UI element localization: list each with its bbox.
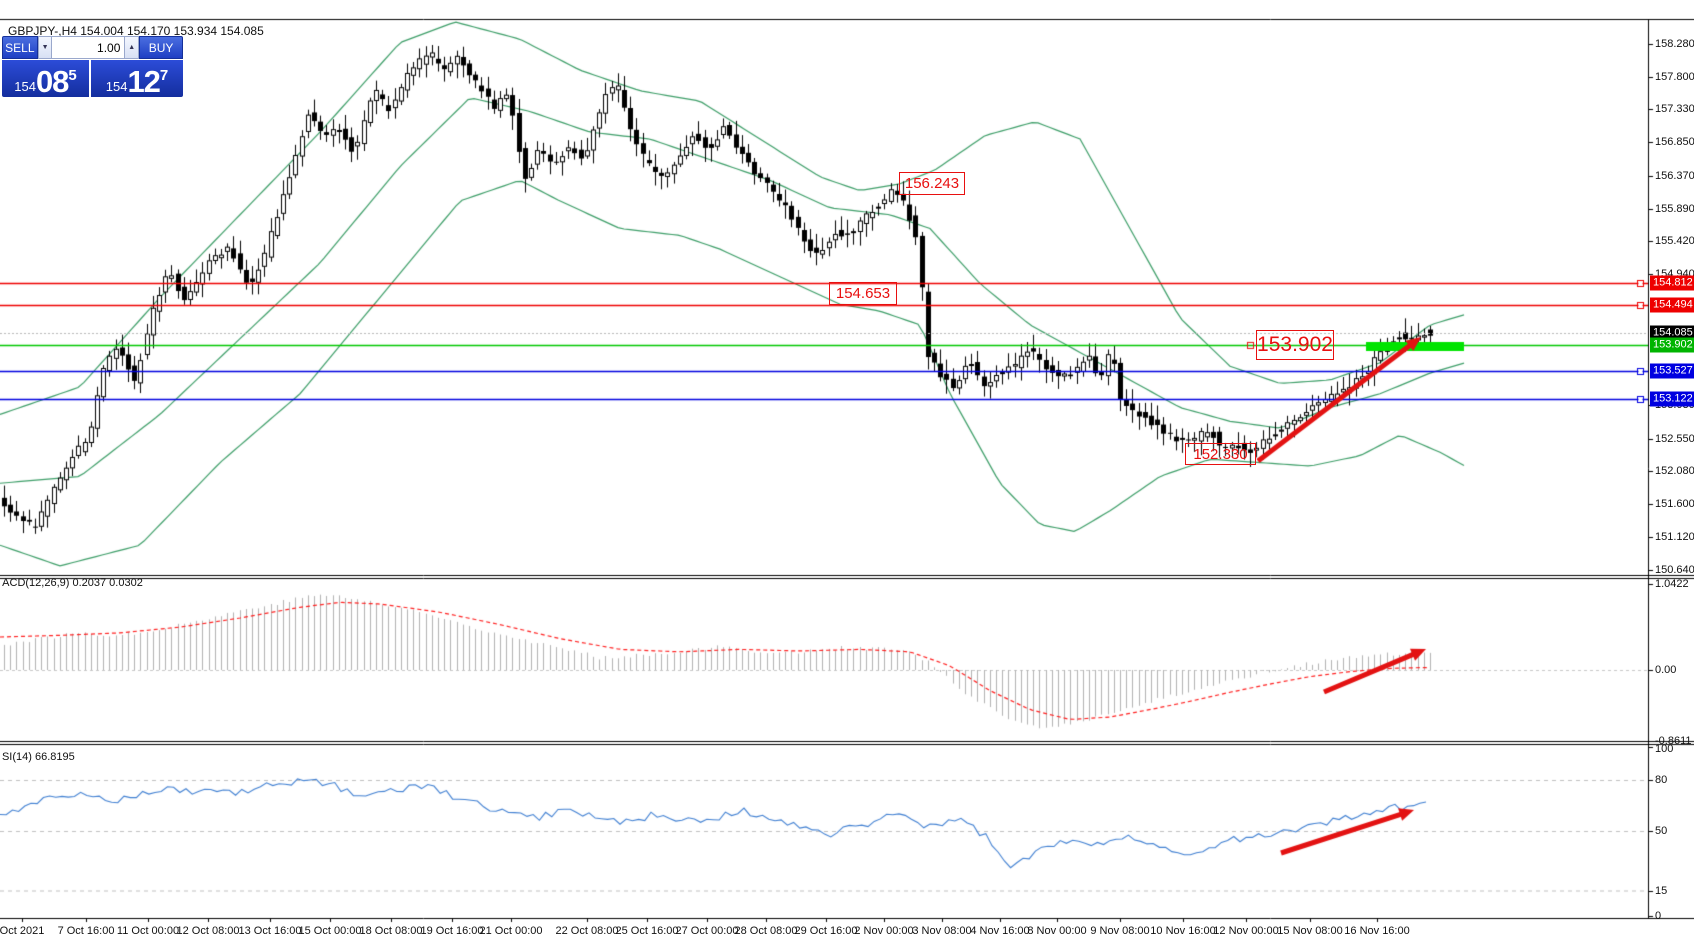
time-axis-label: 2 Nov 00:00 [854,925,914,937]
price-axis-tick: 156.850 [1655,136,1694,149]
price-label-156-243[interactable]: 156.243 [899,172,965,195]
chart-title: GBPJPY-,H4 154.004 154.170 153.934 154.0… [8,24,264,38]
time-axis-label: 4 Nov 16:00 [970,925,1030,937]
price-axis-tick: 151.120 [1655,530,1694,543]
buy-button[interactable]: BUY [139,36,183,59]
price-axis-badge-154-494: 154.494 [1650,297,1694,313]
bid-big-digits: 08 [35,64,69,99]
time-axis-label: 10 Nov 16:00 [1150,925,1216,937]
price-axis-badge-154-085: 154.085 [1650,325,1694,341]
time-axis-label: 13 Oct 16:00 [238,925,302,937]
price-axis-tick: 150.640 [1655,564,1694,576]
time-axis-label: 12 Oct 08:00 [176,925,240,937]
time-axis-label: 7 Oct 16:00 [57,925,115,937]
volume-input[interactable] [52,36,125,59]
volume-increase-button[interactable]: ▲ [124,36,140,59]
price-axis-tick: 152.080 [1655,464,1694,477]
time-axis-label: 19 Oct 16:00 [420,925,484,937]
sell-button[interactable]: SELL [2,36,38,59]
price-label-153-902[interactable]: 153.902 [1256,330,1334,360]
time-axis-label: 25 Oct 16:00 [615,925,679,937]
ask-big-digits: 12 [127,64,160,99]
time-axis-label: 8 Nov 00:00 [1027,925,1087,937]
bid-prefix: 154 [14,79,36,94]
ask-price-display[interactable]: 154 12 7 [91,60,183,97]
bid-price-display[interactable]: 154 08 5 [2,60,89,97]
price-label-154-653[interactable]: 154.653 [829,282,897,305]
rsi-axis-tick: 80 [1655,774,1668,786]
rsi-axis-tick: 0 [1655,910,1662,922]
rsi-axis-tick: 15 [1655,884,1668,897]
volume-decrease-button[interactable]: ▼ [37,36,53,59]
price-axis-tick: 151.600 [1655,497,1694,510]
price-axis-tick: 158.280 [1655,38,1694,50]
time-axis-label: 27 Oct 00:00 [675,925,739,937]
rsi-axis-tick: 50 [1655,825,1668,837]
bid-pip-digit: 5 [68,67,77,84]
price-axis-badge-153-902: 153.902 [1650,337,1694,353]
price-axis-tick: 155.890 [1655,202,1694,215]
price-axis-tick: 155.420 [1655,234,1694,247]
time-axis-label: 15 Oct 00:00 [298,925,362,937]
price-axis-tick: 157.330 [1655,103,1694,116]
time-axis-label: 29 Oct 16:00 [794,925,858,937]
time-axis-label: 15 Nov 08:00 [1277,925,1343,937]
price-axis-tick: 157.800 [1655,71,1694,84]
rsi-indicator-label: RSI(14) 66.8195 [2,751,75,763]
macd-axis-tick: 1.0422 [1655,578,1689,591]
time-axis-label: 21 Oct 00:00 [479,925,543,937]
ask-pip-digit: 7 [159,67,169,84]
price-axis-tick: 152.550 [1655,432,1694,445]
one-click-trade-panel: SELL ▼ ▲ BUY 154 08 5 154 12 7 [2,36,183,97]
time-axis-label: 12 Nov 00:00 [1213,925,1279,937]
time-axis-label: 22 Oct 08:00 [555,925,619,937]
price-label-152-330[interactable]: 152.330 [1185,443,1256,465]
price-axis-badge-154-812: 154.812 [1650,275,1694,291]
time-axis-label: 28 Oct 08:00 [734,925,798,937]
macd-axis-tick: 0.00 [1655,664,1677,676]
time-axis-label: 16 Nov 16:00 [1344,925,1410,937]
macd-indicator-label: MACD(12,26,9) 0.2037 0.0302 [2,577,143,589]
time-axis-label: 9 Nov 08:00 [1090,925,1150,937]
macd-axis-tick: -0.8611 [1655,735,1692,748]
ask-prefix: 154 [105,79,128,94]
time-axis-label: 18 Oct 08:00 [359,925,423,937]
price-axis-tick: 156.370 [1655,169,1694,182]
rsi-axis-tick: 100 [1655,743,1674,755]
time-axis-label: Oct 2021 [0,925,45,937]
price-axis-badge-153-122: 153.122 [1650,391,1694,407]
time-axis-label: 11 Oct 00:00 [116,925,180,937]
price-axis-badge-153-527: 153.527 [1650,363,1694,379]
time-axis-label: 3 Nov 08:00 [912,925,972,937]
